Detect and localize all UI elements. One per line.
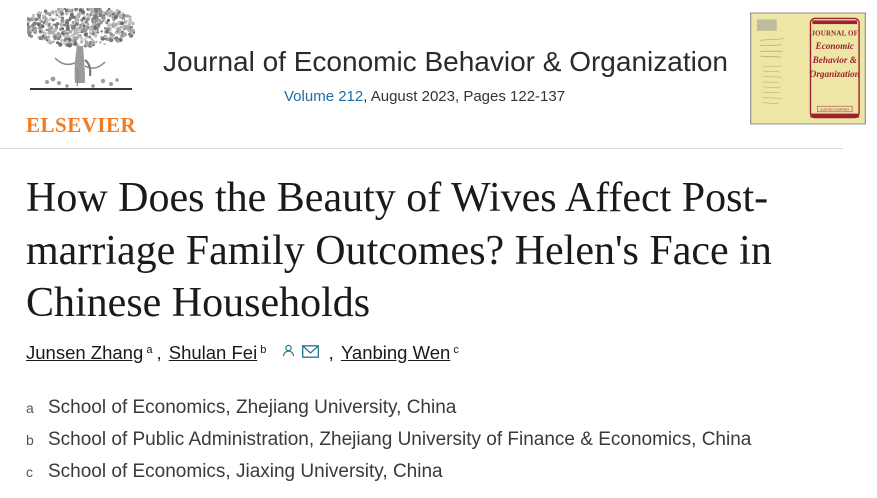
svg-text:JOURNAL OF: JOURNAL OF	[812, 29, 859, 37]
svg-text:Behavior &: Behavior &	[812, 55, 858, 65]
svg-text:Economic: Economic	[815, 41, 854, 51]
svg-text:Organization: Organization	[810, 69, 860, 79]
svg-text:ELSEVIER COMPANIES: ELSEVIER COMPANIES	[821, 107, 850, 111]
